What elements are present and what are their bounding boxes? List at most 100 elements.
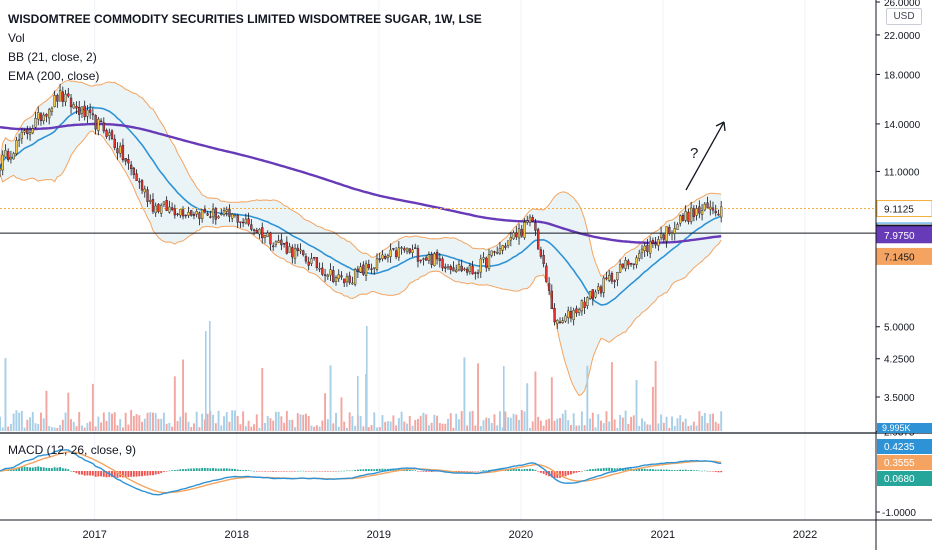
macd-histogram-bar bbox=[97, 471, 100, 477]
volume-bar bbox=[198, 427, 201, 431]
candle-body bbox=[665, 226, 668, 242]
y-tick-label: 11.0000 bbox=[884, 167, 920, 178]
candle-body bbox=[149, 200, 152, 202]
macd-histogram-bar bbox=[113, 471, 116, 478]
candle-body bbox=[176, 213, 179, 216]
volume-bar bbox=[70, 419, 72, 431]
candle-body bbox=[80, 106, 84, 114]
candle-body bbox=[504, 245, 507, 248]
candle-body bbox=[337, 274, 340, 279]
macd-histogram-bar bbox=[671, 470, 673, 471]
candle-body bbox=[452, 267, 455, 272]
macd-histogram-bar bbox=[67, 469, 70, 471]
candle-body bbox=[143, 188, 146, 193]
currency-badge[interactable]: USD bbox=[886, 8, 922, 25]
volume-bar bbox=[214, 423, 217, 431]
macd-histogram-bar bbox=[332, 471, 335, 472]
price-badge-box bbox=[876, 200, 932, 218]
macd-histogram-bar bbox=[477, 471, 480, 472]
macd-histogram-bar bbox=[651, 469, 654, 471]
candle-body bbox=[597, 286, 600, 291]
volume-bar bbox=[575, 425, 578, 431]
candle-body bbox=[400, 247, 403, 249]
volume-bar bbox=[233, 410, 236, 431]
volume-bar bbox=[654, 361, 657, 431]
candle-body bbox=[173, 208, 176, 216]
volume-bar bbox=[37, 423, 40, 431]
macd-histogram-bar bbox=[193, 468, 195, 471]
candle-body bbox=[129, 164, 133, 170]
volume-bar bbox=[244, 426, 247, 431]
candle-body bbox=[302, 250, 305, 256]
volume-bar bbox=[373, 412, 376, 431]
volume-bar bbox=[703, 412, 706, 431]
candle-body bbox=[233, 214, 237, 216]
macd-histogram-bar bbox=[324, 471, 327, 472]
candle-body bbox=[676, 224, 679, 230]
macd-histogram-bar bbox=[624, 468, 627, 471]
macd-histogram-bar bbox=[160, 471, 163, 473]
candle-body bbox=[613, 280, 616, 282]
candle-body bbox=[515, 232, 518, 238]
candle-body bbox=[411, 249, 414, 253]
volume-bar bbox=[302, 414, 305, 431]
macd-histogram-bar bbox=[75, 471, 78, 474]
volume-bar bbox=[146, 412, 149, 431]
macd-histogram-bar bbox=[138, 471, 141, 477]
macd-histogram-bar bbox=[348, 470, 351, 472]
macd-histogram-bar bbox=[359, 469, 362, 471]
candle-body bbox=[490, 250, 493, 256]
macd-pane bbox=[0, 448, 723, 496]
macd-histogram-bar bbox=[250, 470, 253, 472]
volume-bar bbox=[529, 427, 531, 431]
macd-histogram-bar bbox=[195, 468, 198, 471]
macd-histogram-bar bbox=[354, 469, 357, 471]
candle-body bbox=[244, 218, 248, 224]
volume-bar bbox=[160, 418, 163, 431]
candle-body bbox=[378, 258, 381, 261]
volume-bar bbox=[168, 422, 171, 431]
volume-bar bbox=[692, 421, 695, 431]
candle-body bbox=[588, 291, 592, 299]
macd-histogram-bar bbox=[411, 470, 414, 471]
volume-bar bbox=[152, 412, 154, 431]
candle-body bbox=[165, 200, 168, 211]
macd-histogram-bar bbox=[643, 468, 646, 471]
macd-histogram-bar bbox=[40, 467, 42, 471]
macd-histogram-bar bbox=[531, 469, 534, 471]
volume-bar bbox=[411, 425, 414, 431]
candle-body bbox=[640, 248, 644, 253]
volume-bar bbox=[48, 425, 51, 431]
volume-bar bbox=[490, 422, 493, 431]
candle-body bbox=[561, 320, 564, 323]
candle-body bbox=[42, 114, 45, 121]
volume-bar bbox=[9, 423, 12, 431]
volume-bar bbox=[417, 418, 419, 431]
candle-body bbox=[381, 254, 384, 260]
volume-bar bbox=[422, 412, 425, 431]
candle-body bbox=[255, 229, 258, 233]
candle-body bbox=[181, 209, 185, 217]
volume-bar bbox=[485, 417, 488, 431]
macd-histogram-bar bbox=[94, 471, 97, 477]
candle-body bbox=[192, 214, 196, 216]
candle-body bbox=[280, 239, 283, 246]
candle-body bbox=[258, 229, 261, 235]
macd-histogram-bar bbox=[485, 470, 488, 471]
volume-bar bbox=[681, 421, 684, 431]
macd-histogram-bar bbox=[662, 469, 665, 471]
volume-bar bbox=[18, 412, 21, 431]
candle-body bbox=[12, 153, 15, 160]
candle-body bbox=[509, 237, 513, 241]
candle-body bbox=[72, 104, 75, 109]
macd-histogram-bar bbox=[591, 469, 594, 471]
volume-bar bbox=[29, 417, 32, 431]
macd-histogram-bar bbox=[124, 471, 127, 478]
volume-bar bbox=[182, 359, 184, 431]
macd-histogram-bar bbox=[318, 471, 321, 472]
volume-bar bbox=[100, 422, 103, 431]
candle-body bbox=[624, 260, 627, 269]
macd-histogram-bar bbox=[91, 471, 94, 476]
